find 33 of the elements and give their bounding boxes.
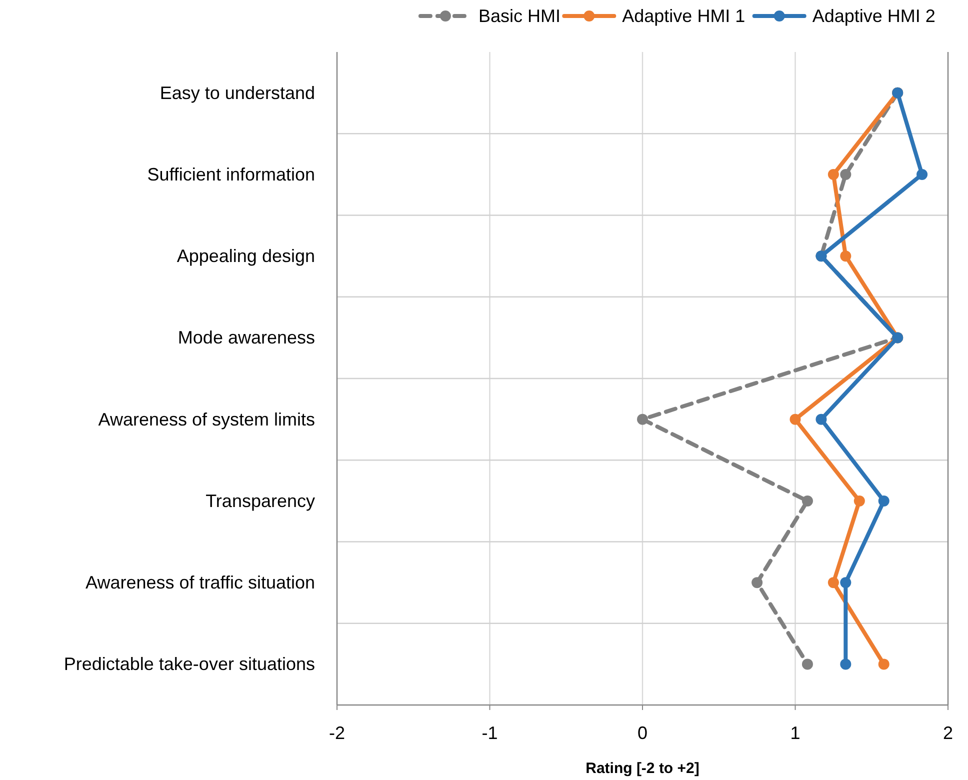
y-tick-label: Mode awareness (178, 328, 315, 348)
legend-label: Adaptive HMI 1 (622, 6, 746, 26)
x-tick-label: -1 (482, 723, 498, 743)
x-tick-label: 2 (942, 723, 954, 743)
y-tick-label: Easy to understand (160, 82, 315, 103)
y-tick-label: Transparency (206, 490, 315, 511)
point (840, 250, 852, 262)
x-tick-label: 1 (790, 723, 800, 743)
y-tick-label: Predictable take-over situations (64, 654, 315, 674)
x-tick-label: 0 (637, 723, 648, 743)
x-axis-title: Rating [-2 to +2] (586, 760, 700, 777)
point (790, 414, 801, 425)
y-tick-label: Awareness of traffic situation (86, 572, 315, 593)
point (828, 168, 839, 180)
point (916, 168, 928, 180)
y-tick-label: Awareness of system limits (98, 409, 315, 430)
y-tick-label: Appealing design (176, 246, 315, 266)
point (840, 577, 852, 588)
point (878, 658, 890, 670)
point (752, 577, 763, 588)
point (816, 414, 827, 425)
legend-label: Basic HMI (478, 6, 560, 26)
point (637, 414, 648, 425)
point (802, 658, 813, 670)
legend-label: Adaptive HMI 2 (812, 6, 936, 26)
point (840, 658, 852, 670)
point (854, 495, 865, 506)
point (840, 168, 852, 180)
y-tick-label: Sufficient information (147, 164, 315, 184)
point (828, 577, 839, 588)
point (878, 495, 890, 506)
x-tick-label: -2 (328, 723, 346, 743)
point (802, 495, 813, 506)
